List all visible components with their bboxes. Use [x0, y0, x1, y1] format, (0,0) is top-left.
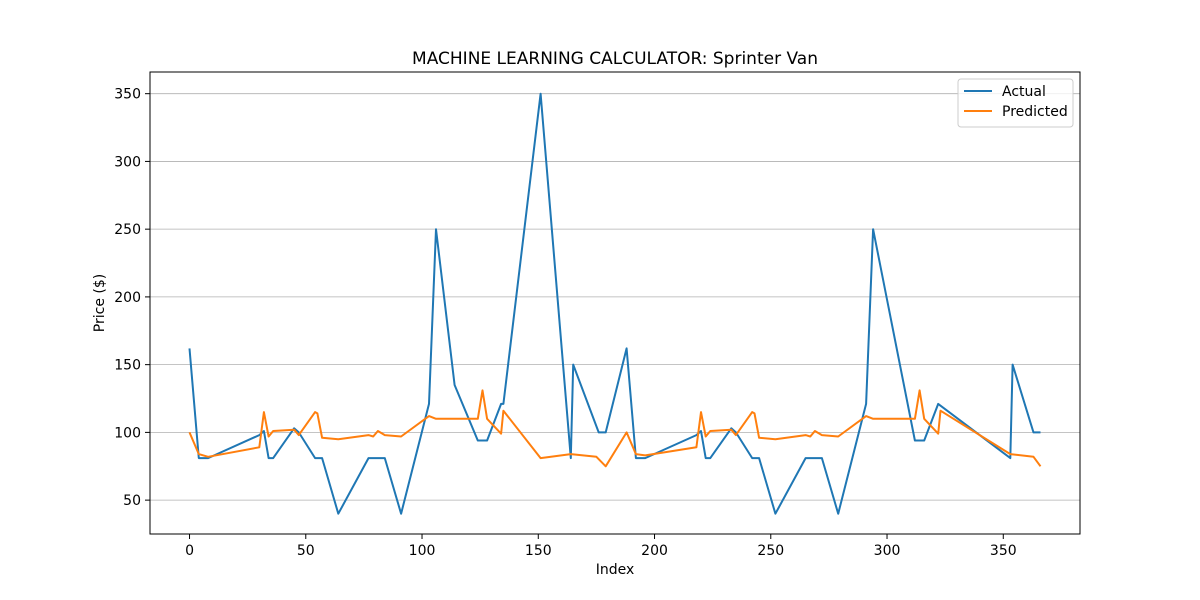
y-tick-label-250: 250 — [114, 222, 141, 238]
x-tick-label-250: 250 — [757, 543, 784, 559]
chart-title: MACHINE LEARNING CALCULATOR: Sprinter Va… — [412, 49, 818, 69]
x-tick-label-350: 350 — [990, 543, 1017, 559]
x-axis-ticks: 0 50 100 150 200 250 300 350 — [185, 534, 1017, 559]
plot-frame — [149, 71, 1081, 535]
legend-label-predicted: Predicted — [1002, 104, 1068, 120]
y-tick-label-350: 350 — [114, 87, 141, 103]
x-axis-title: Index — [596, 562, 635, 578]
y-tick-label-300: 300 — [114, 154, 141, 170]
x-tick-label-50: 50 — [297, 543, 315, 559]
gridlines — [150, 93, 1080, 501]
series-line-predicted — [188, 389, 1042, 468]
x-tick-label-150: 150 — [525, 543, 552, 559]
legend-label-actual: Actual — [1002, 84, 1046, 100]
x-tick-label-300: 300 — [874, 543, 901, 559]
y-tick-label-150: 150 — [114, 358, 141, 374]
x-tick-label-0: 0 — [185, 543, 194, 559]
x-tick-label-200: 200 — [641, 543, 668, 559]
y-axis-ticks: 50 100 150 200 250 300 350 — [114, 87, 150, 509]
legend: Actual Predicted — [957, 78, 1074, 128]
y-tick-label-200: 200 — [114, 290, 141, 306]
y-tick-label-50: 50 — [123, 493, 141, 509]
y-axis-title: Price ($) — [92, 274, 108, 332]
series-line-actual — [188, 92, 1041, 515]
x-tick-label-100: 100 — [409, 543, 436, 559]
series-lines — [188, 92, 1042, 515]
y-tick-label-100: 100 — [114, 425, 141, 441]
